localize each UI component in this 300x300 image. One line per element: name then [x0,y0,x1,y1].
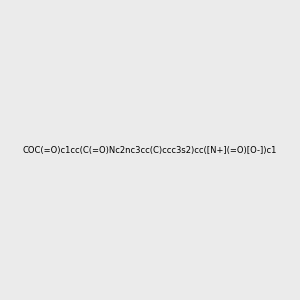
Text: COC(=O)c1cc(C(=O)Nc2nc3cc(C)ccc3s2)cc([N+](=O)[O-])c1: COC(=O)c1cc(C(=O)Nc2nc3cc(C)ccc3s2)cc([N… [23,146,277,154]
